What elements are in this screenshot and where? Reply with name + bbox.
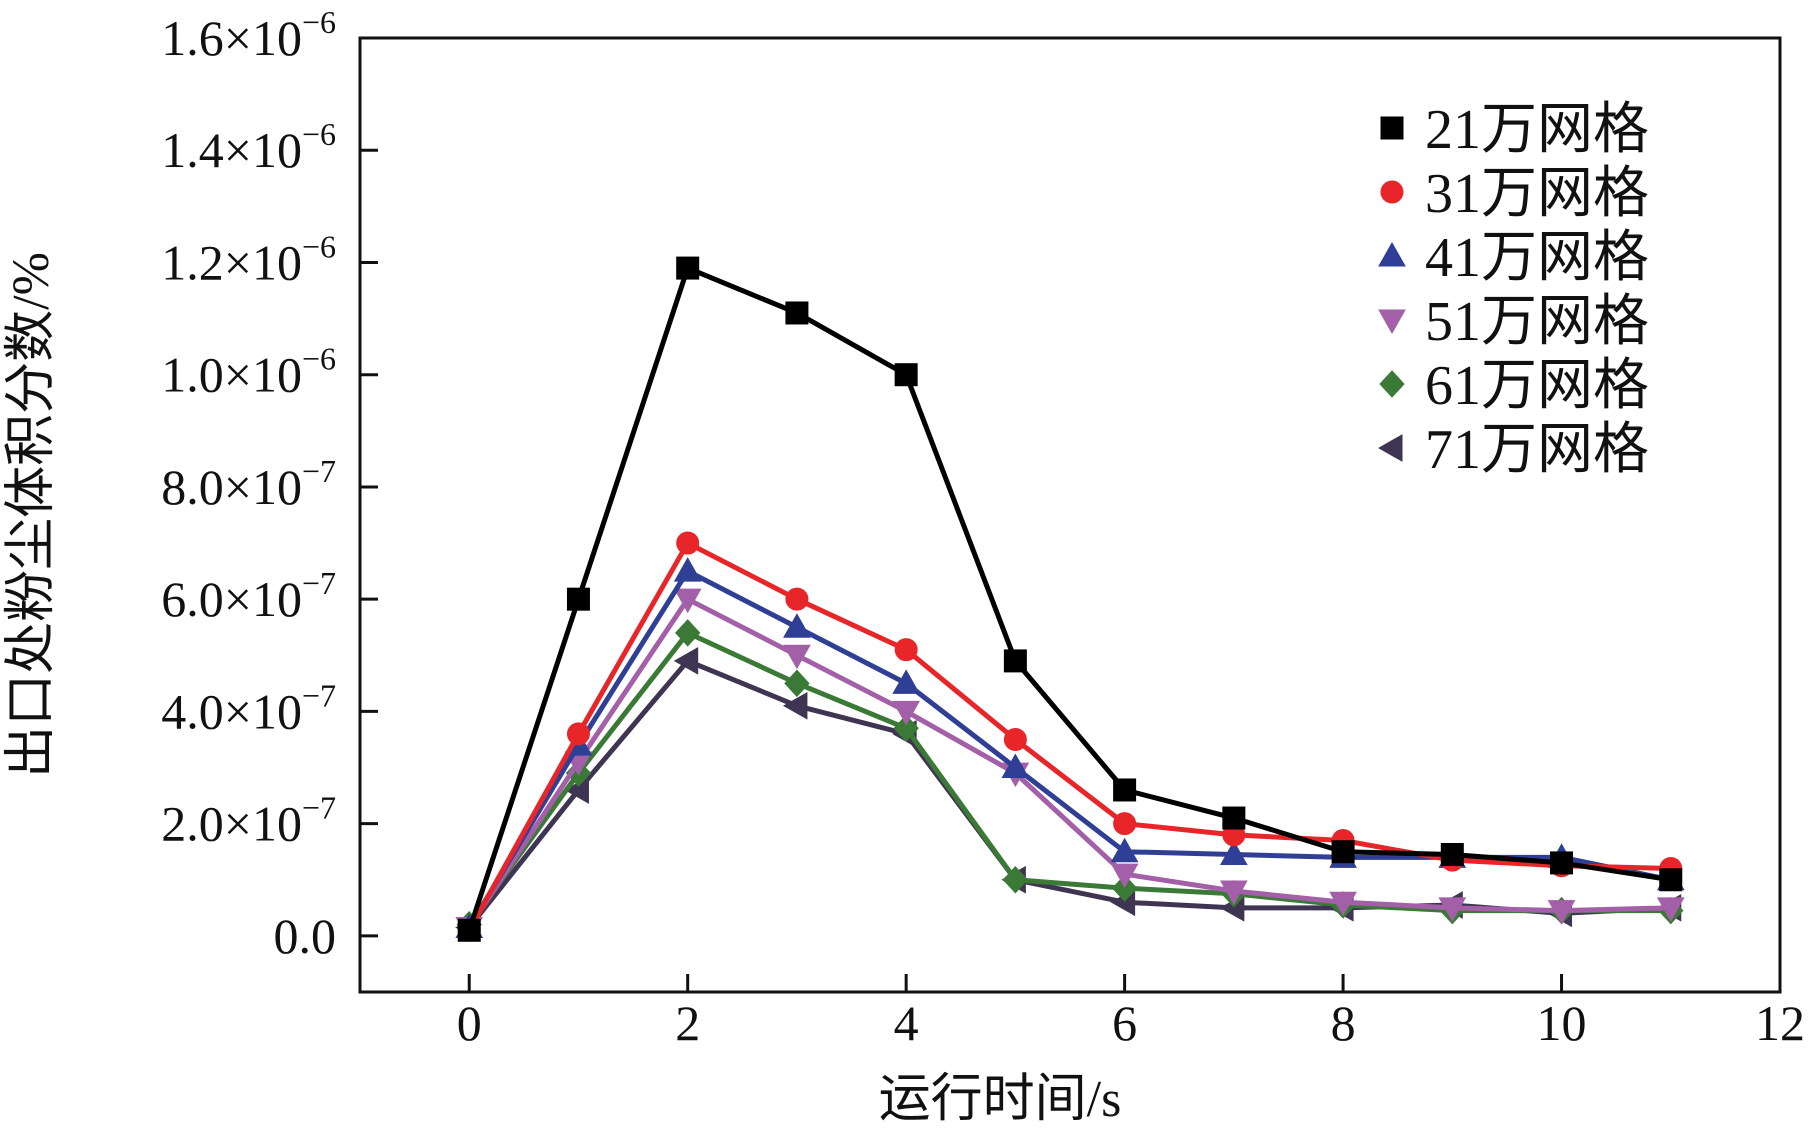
data-point	[1001, 753, 1030, 779]
data-point	[1003, 727, 1027, 751]
x-tick-label: 2	[675, 995, 700, 1051]
y-axis-title: 出口处粉尘体积分数/%	[3, 252, 60, 778]
data-point	[782, 691, 808, 720]
series-line	[467, 568, 1672, 929]
y-tick-label: 8.0×10−7	[161, 453, 336, 515]
legend-label: 71万网格	[1425, 419, 1649, 481]
y-axis-ticks: 0.0 2.0×10−7 4.0×10−7 6.0×10−7 8.0×10−7 1.0×1…	[161, 4, 378, 964]
data-point	[785, 301, 809, 325]
data-point	[892, 669, 921, 694]
data-point	[1329, 891, 1357, 917]
data-point	[1656, 897, 1685, 922]
data-point	[457, 918, 481, 942]
legend-label: 31万网格	[1425, 163, 1649, 225]
data-point	[676, 256, 700, 280]
data-point	[1331, 840, 1355, 864]
data-point	[892, 700, 921, 726]
data-point	[676, 531, 700, 555]
data-point	[1550, 851, 1574, 875]
x-tick-label: 4	[894, 995, 919, 1051]
x-tick-label: 6	[1112, 995, 1137, 1051]
legend-item: 71万网格	[1377, 419, 1649, 481]
data-point	[1440, 843, 1464, 867]
y-tick-label: 2.0×10−7	[161, 790, 336, 852]
data-point	[894, 363, 918, 387]
series-line	[466, 265, 1672, 932]
legend-marker	[1379, 370, 1405, 398]
y-tick-label: 1.2×10−6	[161, 228, 336, 290]
data-point	[673, 647, 699, 675]
x-tick-label: 8	[1331, 995, 1356, 1051]
plot-frame	[358, 36, 1782, 994]
x-tick-label: 0	[457, 995, 482, 1051]
legend-label: 41万网格	[1425, 227, 1649, 289]
data-point	[1438, 897, 1467, 922]
legend-item: 61万网格	[1379, 355, 1649, 417]
y-tick-label: 4.0×10−7	[161, 677, 336, 739]
y-tick-label: 6.0×10−7	[161, 565, 336, 627]
data-point	[1002, 866, 1029, 894]
data-point	[1113, 812, 1137, 836]
data-point	[783, 644, 811, 670]
data-point	[893, 714, 919, 742]
data-point	[785, 587, 809, 611]
data-point	[1222, 806, 1246, 830]
data-point	[675, 619, 701, 647]
data-point	[1219, 840, 1248, 866]
data-point	[566, 587, 590, 611]
legend-item: 51万网格	[1378, 291, 1649, 353]
legend-item: 41万网格	[1378, 227, 1649, 289]
data-point	[784, 669, 810, 698]
legend-label: 61万网格	[1425, 355, 1649, 417]
series-1	[457, 256, 1683, 942]
y-tick-label: 0.0	[274, 908, 337, 964]
y-tick-label: 1.4×10−6	[161, 116, 336, 178]
data-point	[673, 588, 702, 614]
legend-marker	[1380, 180, 1404, 204]
series-layer	[455, 256, 1685, 942]
legend-label: 51万网格	[1425, 291, 1649, 353]
data-point	[1659, 868, 1683, 892]
legend-marker	[1380, 116, 1404, 140]
legend-item: 31万网格	[1380, 163, 1649, 225]
data-point	[1110, 863, 1139, 889]
data-point	[894, 638, 918, 662]
x-axis-title: 运行时间/s	[879, 1071, 1122, 1128]
legend-marker	[1377, 434, 1403, 462]
series-3	[455, 557, 1685, 938]
data-point	[783, 613, 811, 638]
legend-marker	[1378, 241, 1406, 267]
legend-marker	[1378, 309, 1406, 335]
data-point	[566, 722, 590, 746]
x-tick-label: 10	[1537, 995, 1587, 1051]
data-point	[1219, 880, 1248, 906]
series-line	[467, 596, 1671, 929]
data-point	[1110, 837, 1139, 863]
series-line	[467, 540, 1671, 932]
data-point	[1003, 649, 1027, 673]
x-axis-ticks: 0 2 4 6 8 10 12	[457, 974, 1805, 1051]
data-point	[1547, 900, 1576, 925]
data-point	[1113, 778, 1137, 802]
y-tick-label: 1.6×10−6	[161, 4, 336, 66]
x-tick-label: 12	[1755, 995, 1805, 1051]
series-2	[457, 531, 1683, 942]
series-line	[467, 658, 1671, 930]
data-point	[673, 557, 702, 582]
legend-item: 21万网格	[1380, 99, 1649, 161]
data-point	[1111, 874, 1138, 902]
legend-label: 21万网格	[1425, 99, 1649, 161]
y-tick-label: 1.0×10−6	[161, 341, 336, 403]
